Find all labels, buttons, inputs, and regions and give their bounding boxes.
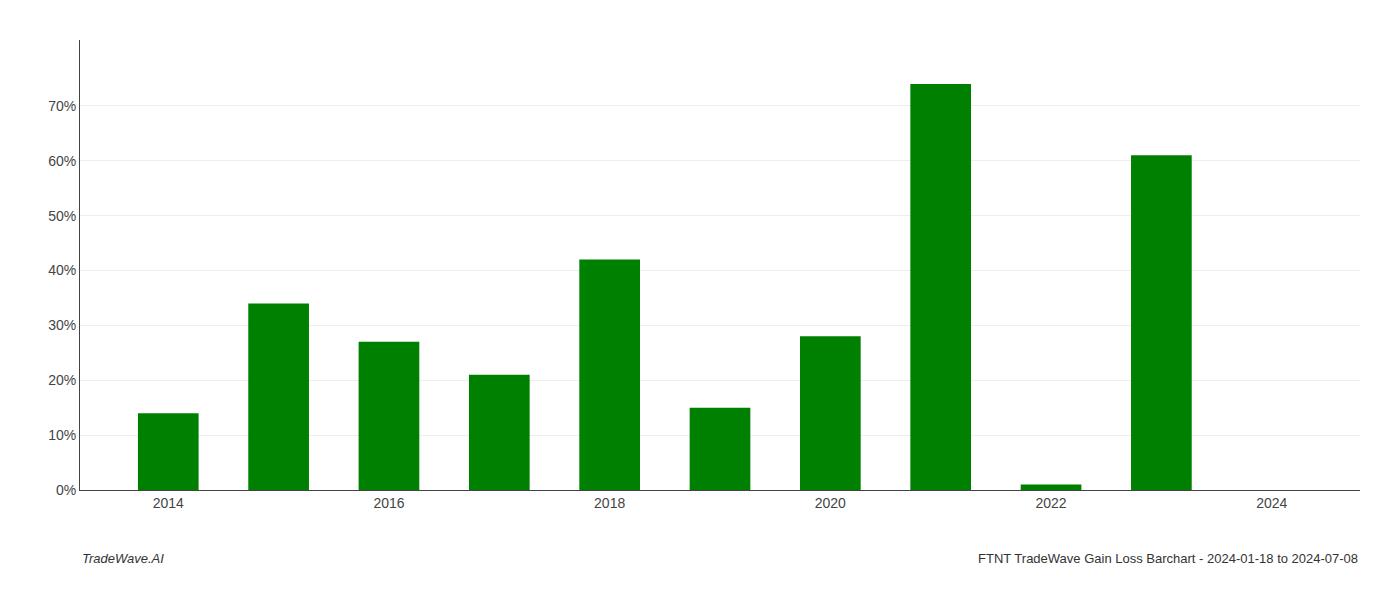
svg-text:2020: 2020 [815, 495, 846, 511]
svg-text:2016: 2016 [373, 495, 404, 511]
svg-text:2018: 2018 [594, 495, 625, 511]
svg-text:10%: 10% [48, 427, 76, 443]
svg-text:40%: 40% [48, 262, 76, 278]
svg-text:50%: 50% [48, 208, 76, 224]
svg-text:20%: 20% [48, 372, 76, 388]
svg-text:2014: 2014 [153, 495, 184, 511]
svg-text:2022: 2022 [1035, 495, 1066, 511]
svg-text:30%: 30% [48, 317, 76, 333]
svg-text:0%: 0% [56, 482, 76, 498]
svg-text:TradeWave.AI: TradeWave.AI [82, 551, 164, 566]
svg-text:60%: 60% [48, 153, 76, 169]
svg-text:FTNT TradeWave Gain Loss Barch: FTNT TradeWave Gain Loss Barchart - 2024… [978, 551, 1358, 566]
svg-text:2024: 2024 [1256, 495, 1287, 511]
svg-text:70%: 70% [48, 98, 76, 114]
